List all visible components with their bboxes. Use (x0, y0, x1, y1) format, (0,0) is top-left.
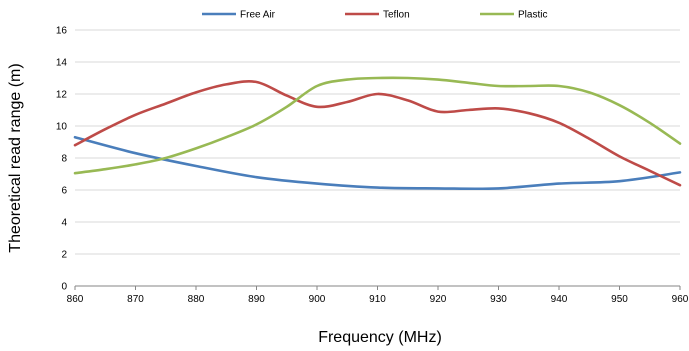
x-tick-label: 880 (188, 294, 205, 305)
x-tick-label: 860 (67, 294, 84, 305)
y-tick-label: 0 (61, 282, 67, 293)
legend-label-free-air: Free Air (240, 10, 276, 21)
y-axis-title: Theoretical read range (m) (7, 63, 24, 252)
axes: 0 2 4 6 8 10 12 14 16 860 870 880 890 900 910 920 930 940… (56, 26, 689, 306)
y-tick-label: 14 (56, 58, 68, 69)
x-tick-label: 910 (369, 294, 386, 305)
series-lines (73, 76, 682, 191)
gridlines (75, 29, 680, 255)
x-tick-label: 940 (551, 294, 568, 305)
x-tick-label: 870 (127, 294, 144, 305)
y-tick-label: 6 (61, 186, 67, 197)
y-tick-label: 2 (61, 250, 67, 261)
y-tick-label: 8 (61, 154, 67, 165)
x-tick-label: 890 (248, 294, 265, 305)
series-line-plastic (73, 76, 682, 175)
x-tick-label: 930 (490, 294, 507, 305)
y-tick-label: 12 (56, 90, 68, 101)
x-tick-label: 900 (309, 294, 326, 305)
series-line-free-air (73, 135, 682, 191)
x-axis-title: Frequency (MHz) (318, 329, 442, 346)
y-tick-label: 16 (56, 26, 68, 37)
legend: Free Air Teflon Plastic (202, 10, 547, 21)
y-tick-label: 4 (61, 218, 67, 229)
x-tick-label: 960 (672, 294, 689, 305)
legend-label-teflon: Teflon (383, 10, 410, 21)
series-line-teflon (73, 80, 682, 187)
x-tick-label: 950 (611, 294, 628, 305)
x-tick-label: 920 (430, 294, 447, 305)
legend-label-plastic: Plastic (518, 10, 547, 21)
y-tick-label: 10 (56, 122, 68, 133)
